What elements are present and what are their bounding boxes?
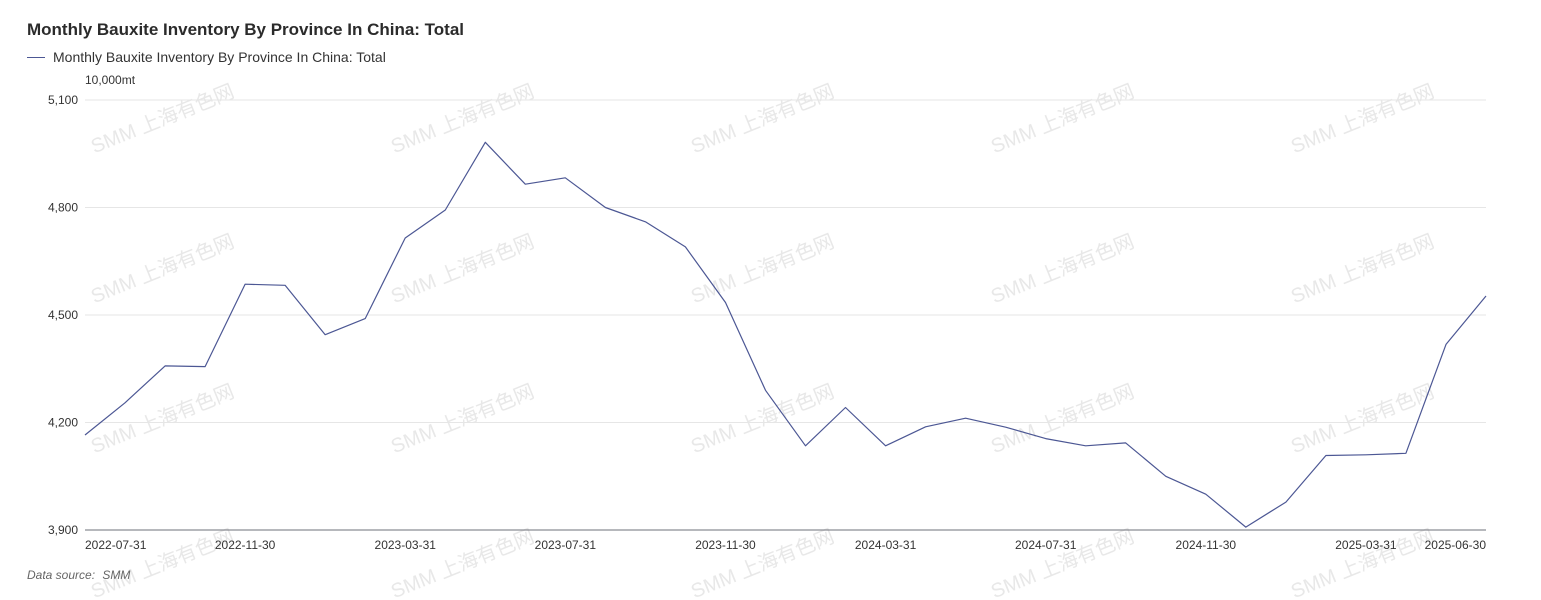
data-point[interactable] xyxy=(324,334,326,336)
data-point[interactable] xyxy=(1405,452,1407,454)
y-tick-label: 4,800 xyxy=(48,201,78,215)
watermark-text: SMM 上海有色网 xyxy=(988,525,1138,600)
series-line[interactable] xyxy=(84,141,1487,528)
watermark-text: SMM 上海有色网 xyxy=(688,80,838,158)
legend[interactable]: Monthly Bauxite Inventory By Province In… xyxy=(27,49,386,65)
data-point[interactable] xyxy=(844,406,846,408)
watermark-text: SMM 上海有色网 xyxy=(1288,525,1438,600)
data-point[interactable] xyxy=(964,417,966,419)
data-point[interactable] xyxy=(1325,454,1327,456)
watermark-text: SMM 上海有色网 xyxy=(688,525,838,600)
data-point[interactable] xyxy=(604,206,606,208)
watermark-text: SMM 上海有色网 xyxy=(1288,230,1438,308)
data-point[interactable] xyxy=(804,445,806,447)
data-point[interactable] xyxy=(484,141,486,143)
data-source-label: Data source: xyxy=(27,568,96,582)
x-axis: 2022-07-31 2022-11-30 2023-03-31 2023-07-31… xyxy=(85,529,1487,552)
y-axis-unit-label: 10,000mt xyxy=(85,73,136,87)
x-tick-label: 2024-11-30 xyxy=(1176,538,1237,552)
watermark-text: SMM 上海有色网 xyxy=(988,380,1138,458)
data-source-value: SMM xyxy=(102,568,131,582)
data-point[interactable] xyxy=(1165,475,1167,477)
y-tick-label: 4,500 xyxy=(48,308,78,322)
chart-title: Monthly Bauxite Inventory By Province In… xyxy=(27,20,465,39)
y-tick-label: 5,100 xyxy=(48,93,78,107)
grid-lines xyxy=(85,99,1486,423)
watermark-text: SMM 上海有色网 xyxy=(88,380,238,458)
data-point[interactable] xyxy=(524,183,526,185)
data-point[interactable] xyxy=(724,301,726,303)
data-point[interactable] xyxy=(84,434,86,436)
watermark-text: SMM 上海有色网 xyxy=(388,80,538,158)
data-point[interactable] xyxy=(1044,437,1046,439)
watermark-layer: SMM 上海有色网 SMM 上海有色网 SMM 上海有色网 SMM 上海有色网 SMM … xyxy=(88,80,1438,600)
legend-label: Monthly Bauxite Inventory By Province In… xyxy=(53,49,386,65)
data-point[interactable] xyxy=(164,365,166,367)
x-tick-label: 2024-03-31 xyxy=(855,538,917,552)
data-point[interactable] xyxy=(1205,493,1207,495)
data-point[interactable] xyxy=(1445,343,1447,345)
data-point[interactable] xyxy=(404,237,406,239)
data-point[interactable] xyxy=(884,445,886,447)
y-tick-label: 4,200 xyxy=(48,416,78,430)
data-point[interactable] xyxy=(924,426,926,428)
y-tick-label: 3,900 xyxy=(48,523,78,537)
watermark-text: SMM 上海有色网 xyxy=(988,230,1138,308)
watermark-text: SMM 上海有色网 xyxy=(88,230,238,308)
data-point[interactable] xyxy=(124,402,126,404)
y-axis-ticks: 3,900 4,200 4,500 4,800 5,100 xyxy=(48,93,78,537)
watermark-text: SMM 上海有色网 xyxy=(88,80,238,158)
data-point[interactable] xyxy=(1085,445,1087,447)
data-point[interactable] xyxy=(1245,526,1247,528)
watermark-text: SMM 上海有色网 xyxy=(1288,80,1438,158)
legend-line-marker xyxy=(27,56,45,58)
watermark-text: SMM 上海有色网 xyxy=(388,525,538,600)
data-point[interactable] xyxy=(1125,442,1127,444)
data-point[interactable] xyxy=(564,177,566,179)
data-point[interactable] xyxy=(364,317,366,319)
data-point[interactable] xyxy=(684,246,686,248)
watermark-text: SMM 上海有色网 xyxy=(988,80,1138,158)
watermark-text: SMM 上海有色网 xyxy=(388,380,538,458)
watermark-text: SMM 上海有色网 xyxy=(688,230,838,308)
x-tick-label: 2022-11-30 xyxy=(215,538,276,552)
data-point[interactable] xyxy=(444,209,446,211)
data-point[interactable] xyxy=(644,221,646,223)
watermark-text: SMM 上海有色网 xyxy=(388,230,538,308)
series-layer xyxy=(84,141,1487,528)
data-point[interactable] xyxy=(244,283,246,285)
data-point[interactable] xyxy=(284,284,286,286)
x-tick-label: 2025-06-30 xyxy=(1425,538,1487,552)
x-tick-label: 2023-11-30 xyxy=(695,538,756,552)
x-tick-label: 2024-07-31 xyxy=(1015,538,1077,552)
x-tick-label: 2025-03-31 xyxy=(1335,538,1397,552)
data-point[interactable] xyxy=(1365,454,1367,456)
data-source: Data source: SMM xyxy=(27,568,134,582)
x-tick-label: 2023-07-31 xyxy=(535,538,597,552)
watermark-text: SMM 上海有色网 xyxy=(688,380,838,458)
x-tick-label: 2023-03-31 xyxy=(375,538,437,552)
x-tick-label: 2022-07-31 xyxy=(85,538,147,552)
data-point[interactable] xyxy=(1485,295,1487,297)
data-point[interactable] xyxy=(1285,501,1287,503)
data-point[interactable] xyxy=(204,365,206,367)
watermark-text: SMM 上海有色网 xyxy=(88,525,238,600)
data-point[interactable] xyxy=(1004,426,1006,428)
watermark-text: SMM 上海有色网 xyxy=(1288,380,1438,458)
data-point[interactable] xyxy=(764,389,766,391)
